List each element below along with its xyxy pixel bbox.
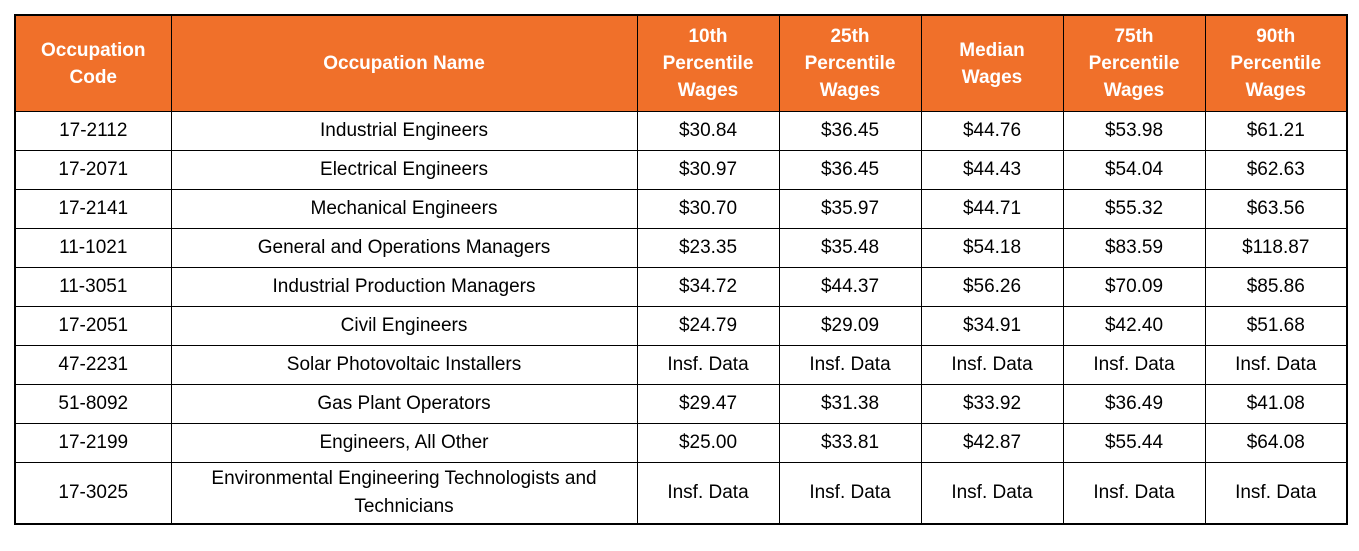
cell-p90: $118.87 [1204,228,1348,268]
cell-p10: Insf. Data [636,462,780,525]
occupation-wages-table: Occupation Code Occupation Name 10th Per… [14,14,1348,525]
cell-name: Mechanical Engineers [170,189,638,229]
cell-p90: $62.63 [1204,150,1348,190]
cell-p25: $29.09 [778,306,922,346]
cell-p75: $83.59 [1062,228,1206,268]
cell-code: 47-2231 [14,345,172,385]
cell-median: $54.18 [920,228,1064,268]
table-row: 17-2051 Civil Engineers $24.79 $29.09 $34.91… [14,306,1348,346]
cell-p75: $55.44 [1062,423,1206,463]
cell-p75: $54.04 [1062,150,1206,190]
cell-p25: $33.81 [778,423,922,463]
cell-p10: $30.84 [636,111,780,151]
cell-code: 11-3051 [14,267,172,307]
table-row: 17-2071 Electrical Engineers $30.97 $36.45 $… [14,150,1348,190]
header-25th-percentile: 25th Percentile Wages [778,14,922,112]
table-row: 11-1021 General and Operations Managers $2… [14,228,1348,268]
cell-p75: $42.40 [1062,306,1206,346]
cell-code: 17-2071 [14,150,172,190]
header-90th-percentile: 90th Percentile Wages [1204,14,1348,112]
cell-p90: Insf. Data [1204,462,1348,525]
cell-p10: $34.72 [636,267,780,307]
table-row: 17-2141 Mechanical Engineers $30.70 $35.97 $… [14,189,1348,229]
header-median-wages: Median Wages [920,14,1064,112]
cell-median: $56.26 [920,267,1064,307]
cell-name: Electrical Engineers [170,150,638,190]
cell-name: Solar Photovoltaic Installers [170,345,638,385]
table-row: 47-2231 Solar Photovoltaic Installers Insf… [14,345,1348,385]
cell-p75: $53.98 [1062,111,1206,151]
cell-code: 11-1021 [14,228,172,268]
cell-p25: Insf. Data [778,345,922,385]
cell-p10: $24.79 [636,306,780,346]
cell-name: Industrial Production Managers [170,267,638,307]
cell-p25: $35.97 [778,189,922,229]
cell-name: Gas Plant Operators [170,384,638,424]
cell-p10: $25.00 [636,423,780,463]
cell-p75: Insf. Data [1062,345,1206,385]
cell-code: 17-2199 [14,423,172,463]
cell-name: Civil Engineers [170,306,638,346]
cell-name: Industrial Engineers [170,111,638,151]
cell-median: $44.71 [920,189,1064,229]
cell-p10: $30.97 [636,150,780,190]
cell-median: $33.92 [920,384,1064,424]
cell-p10: $30.70 [636,189,780,229]
cell-median: $44.43 [920,150,1064,190]
cell-median: Insf. Data [920,345,1064,385]
cell-name: General and Operations Managers [170,228,638,268]
header-row: Occupation Code Occupation Name 10th Per… [14,14,1348,112]
cell-p90: $64.08 [1204,423,1348,463]
cell-p75: $55.32 [1062,189,1206,229]
table-row: 17-2199 Engineers, All Other $25.00 $33.81 $… [14,423,1348,463]
cell-code: 51-8092 [14,384,172,424]
table-row: 17-2112 Industrial Engineers $30.84 $36.45 $… [14,111,1348,151]
cell-p75: $70.09 [1062,267,1206,307]
cell-p10: Insf. Data [636,345,780,385]
cell-p25: $36.45 [778,111,922,151]
cell-code: 17-2112 [14,111,172,151]
header-75th-percentile: 75th Percentile Wages [1062,14,1206,112]
cell-p25: $35.48 [778,228,922,268]
cell-p25: $31.38 [778,384,922,424]
cell-median: $44.76 [920,111,1064,151]
table-body: 17-2112 Industrial Engineers $30.84 $36.45 $… [14,111,1348,525]
cell-median: $34.91 [920,306,1064,346]
cell-p10: $29.47 [636,384,780,424]
cell-code: 17-2051 [14,306,172,346]
cell-p90: $61.21 [1204,111,1348,151]
cell-p25: Insf. Data [778,462,922,525]
header-occupation-code: Occupation Code [14,14,172,112]
cell-p75: Insf. Data [1062,462,1206,525]
table-header: Occupation Code Occupation Name 10th Per… [14,14,1348,112]
cell-p10: $23.35 [636,228,780,268]
cell-p90: $41.08 [1204,384,1348,424]
cell-code: 17-3025 [14,462,172,525]
cell-name: Environmental Engineering Technologists … [170,462,638,525]
cell-median: $42.87 [920,423,1064,463]
cell-median: Insf. Data [920,462,1064,525]
cell-p25: $44.37 [778,267,922,307]
cell-p25: $36.45 [778,150,922,190]
header-10th-percentile: 10th Percentile Wages [636,14,780,112]
header-occupation-name: Occupation Name [170,14,638,112]
cell-name: Engineers, All Other [170,423,638,463]
cell-p75: $36.49 [1062,384,1206,424]
cell-p90: Insf. Data [1204,345,1348,385]
table-row: 17-3025 Environmental Engineering Technol… [14,462,1348,525]
cell-p90: $51.68 [1204,306,1348,346]
cell-p90: $63.56 [1204,189,1348,229]
cell-p90: $85.86 [1204,267,1348,307]
cell-code: 17-2141 [14,189,172,229]
table-row: 51-8092 Gas Plant Operators $29.47 $31.38 $3… [14,384,1348,424]
table-row: 11-3051 Industrial Production Managers $34… [14,267,1348,307]
